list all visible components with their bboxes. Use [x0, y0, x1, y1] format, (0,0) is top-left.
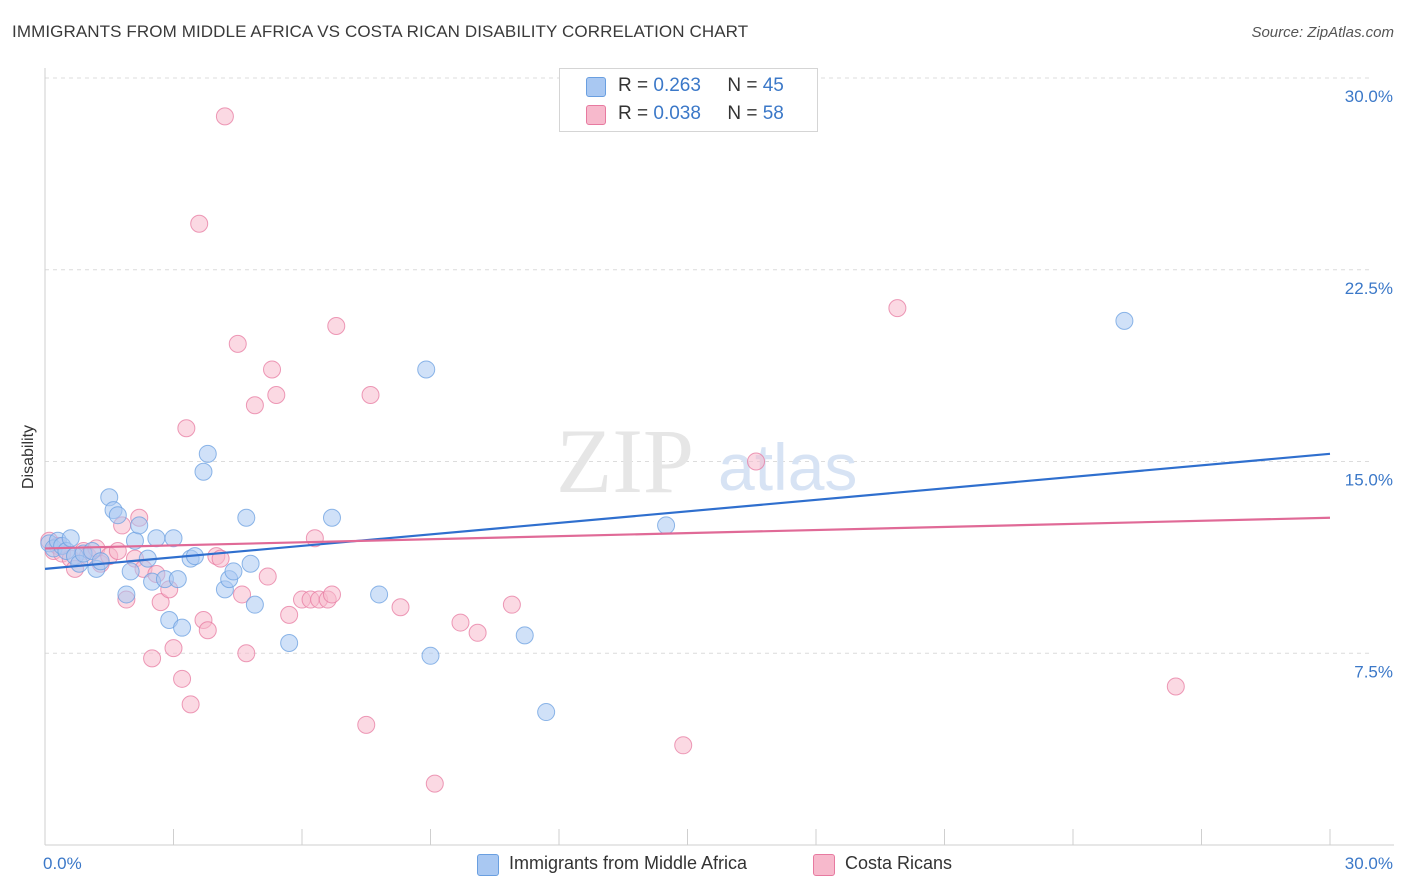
- data-point: [370, 585, 389, 604]
- chart-title: IMMIGRANTS FROM MIDDLE AFRICA VS COSTA R…: [12, 22, 749, 41]
- data-point: [121, 562, 140, 581]
- data-point: [224, 562, 243, 581]
- data-point: [657, 516, 676, 535]
- legend-label: Costa Ricans: [845, 853, 953, 873]
- trend-line: [44, 452, 1331, 570]
- data-point: [194, 462, 213, 481]
- x-tick-label: 0.0%: [43, 854, 82, 873]
- watermark-zip: ZIP: [556, 410, 694, 512]
- n-value: 45: [762, 75, 784, 96]
- data-point: [888, 299, 907, 318]
- data-point: [245, 396, 264, 415]
- y-tick-label: 22.5%: [1345, 279, 1393, 298]
- y-axis-label: Disability: [20, 425, 37, 489]
- data-point: [237, 644, 256, 663]
- r-value: 0.263: [653, 75, 701, 96]
- data-point: [674, 736, 693, 755]
- data-point: [108, 506, 127, 525]
- data-point: [1115, 311, 1134, 330]
- data-point: [322, 508, 341, 527]
- data-point: [91, 552, 110, 571]
- data-point: [168, 570, 187, 589]
- tick-labels: 7.5% 15.0% 22.5% 30.0% 0.0% 30.0%: [43, 87, 1393, 873]
- data-point: [357, 715, 376, 734]
- data-point: [130, 516, 149, 535]
- data-point: [215, 107, 234, 126]
- data-point: [258, 567, 277, 586]
- data-point: [61, 529, 80, 548]
- n-value: 58: [762, 103, 784, 124]
- data-point: [245, 595, 264, 614]
- data-point: [198, 621, 217, 640]
- data-point: [151, 593, 170, 612]
- data-point: [117, 585, 136, 604]
- data-point: [147, 529, 166, 548]
- r-value: 0.038: [653, 103, 701, 124]
- data-point: [361, 386, 380, 405]
- data-point: [267, 386, 286, 405]
- n-label: N =: [727, 103, 758, 124]
- data-point: [233, 585, 252, 604]
- r-label: R =: [618, 75, 649, 96]
- y-tick-label: 15.0%: [1345, 471, 1393, 490]
- data-point: [451, 613, 470, 632]
- data-point: [263, 360, 282, 379]
- data-point: [173, 618, 192, 637]
- data-point: [237, 508, 256, 527]
- data-point: [173, 669, 192, 688]
- data-point: [391, 598, 410, 617]
- source-credit: Source: ZipAtlas.com: [1251, 24, 1394, 41]
- data-point: [322, 585, 341, 604]
- data-point: [198, 444, 217, 463]
- data-point: [280, 634, 299, 653]
- legend-swatch-blue: [477, 854, 499, 876]
- data-point: [228, 334, 247, 353]
- y-tick-label: 30.0%: [1345, 87, 1393, 106]
- trend-lines: [44, 452, 1331, 570]
- r-label: R =: [618, 103, 649, 124]
- legend-swatch-pink: [813, 854, 835, 876]
- data-point: [164, 639, 183, 658]
- legend-swatch-pink: [586, 105, 606, 125]
- trend-line: [44, 516, 1331, 550]
- data-point: [417, 360, 436, 379]
- data-point: [502, 595, 521, 614]
- data-point: [143, 649, 162, 668]
- data-point: [468, 623, 487, 642]
- data-point: [181, 695, 200, 714]
- y-tick-label: 7.5%: [1354, 662, 1393, 681]
- data-point: [327, 316, 346, 335]
- data-point: [280, 605, 299, 624]
- watermark: ZIP atlas: [556, 410, 857, 512]
- data-point: [515, 626, 534, 645]
- data-point: [425, 774, 444, 793]
- data-point: [177, 419, 196, 438]
- n-label: N =: [727, 75, 758, 96]
- data-points: [40, 107, 1185, 793]
- legend-swatch-blue: [586, 77, 606, 97]
- data-point: [241, 554, 260, 573]
- stats-legend: R = 0.263 N = 45 R = 0.038 N = 58: [559, 68, 818, 132]
- data-point: [747, 452, 766, 471]
- watermark-atlas: atlas: [718, 430, 857, 504]
- data-point: [537, 703, 556, 722]
- axes: [44, 68, 1394, 846]
- data-point: [421, 646, 440, 665]
- data-point: [190, 214, 209, 233]
- x-tick-label: 30.0%: [1345, 854, 1393, 873]
- data-point: [1166, 677, 1185, 696]
- data-point: [108, 541, 127, 560]
- legend-label: Immigrants from Middle Africa: [509, 853, 748, 873]
- data-point: [164, 529, 183, 548]
- gridlines: [45, 77, 1370, 654]
